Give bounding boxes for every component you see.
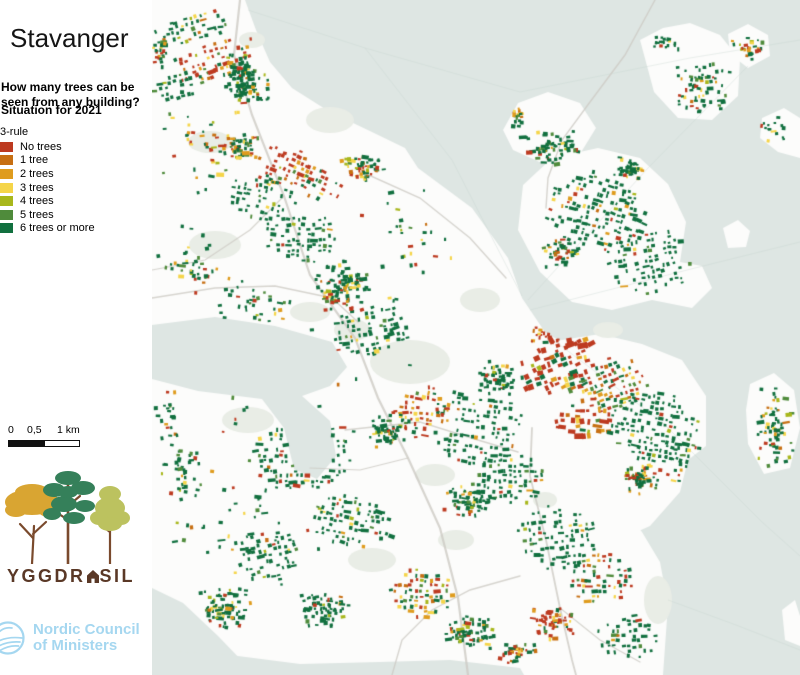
legend-swatch [0,209,13,220]
legend-label: 5 trees [20,208,54,221]
legend-swatch [0,168,13,179]
legend-swatch [0,155,13,166]
legend-label: No trees [20,140,62,153]
swan-icon [0,621,25,655]
legend-label: 2 trees [20,167,54,180]
situation-subtitle: Situation for 2021 [1,103,102,117]
legend-label: 1 tree [20,154,49,167]
page-title: Stavanger [10,23,129,54]
legend-item: 3 trees [0,181,95,195]
map-question: How many trees can be seen from any build… [1,80,140,109]
legend-label: 6 trees or more [20,222,95,235]
map-canvas [152,0,800,675]
legend-item: 4 trees [0,194,95,208]
scale-label-start: 0 [8,424,14,436]
house-icon [86,569,99,583]
legend-label: 4 trees [20,195,54,208]
scale-label-mid: 0,5 [27,424,42,436]
rule-label: 3-rule [0,126,29,138]
legend-item: 1 tree [0,154,95,168]
legend-swatch [0,223,13,234]
legend: No trees 1 tree 2 trees 3 trees 4 trees 5 tre… [0,140,95,235]
scale-bar [8,440,80,447]
nordic-council-label: Nordic Council of Ministers [33,620,140,654]
legend-item: No trees [0,140,95,154]
yggdrasil-wordmark: YGGDR SIL [6,566,136,586]
legend-item: 6 trees or more [0,222,95,236]
legend-swatch [0,141,13,152]
yggdrasil-trees-icon [4,468,136,569]
legend-item: 5 trees [0,208,95,222]
legend-swatch [0,196,13,207]
sidebar: Stavanger How many trees can be seen from… [0,0,152,675]
scale-bar-labels: 0 0,5 1 km [0,424,152,436]
legend-label: 3 trees [20,181,54,194]
legend-swatch [0,182,13,193]
legend-item: 2 trees [0,167,95,181]
nordic-council-logo: Nordic Council of Ministers [0,618,140,658]
scale-label-end: 1 km [57,424,80,436]
scale-bar-fill [9,441,45,446]
